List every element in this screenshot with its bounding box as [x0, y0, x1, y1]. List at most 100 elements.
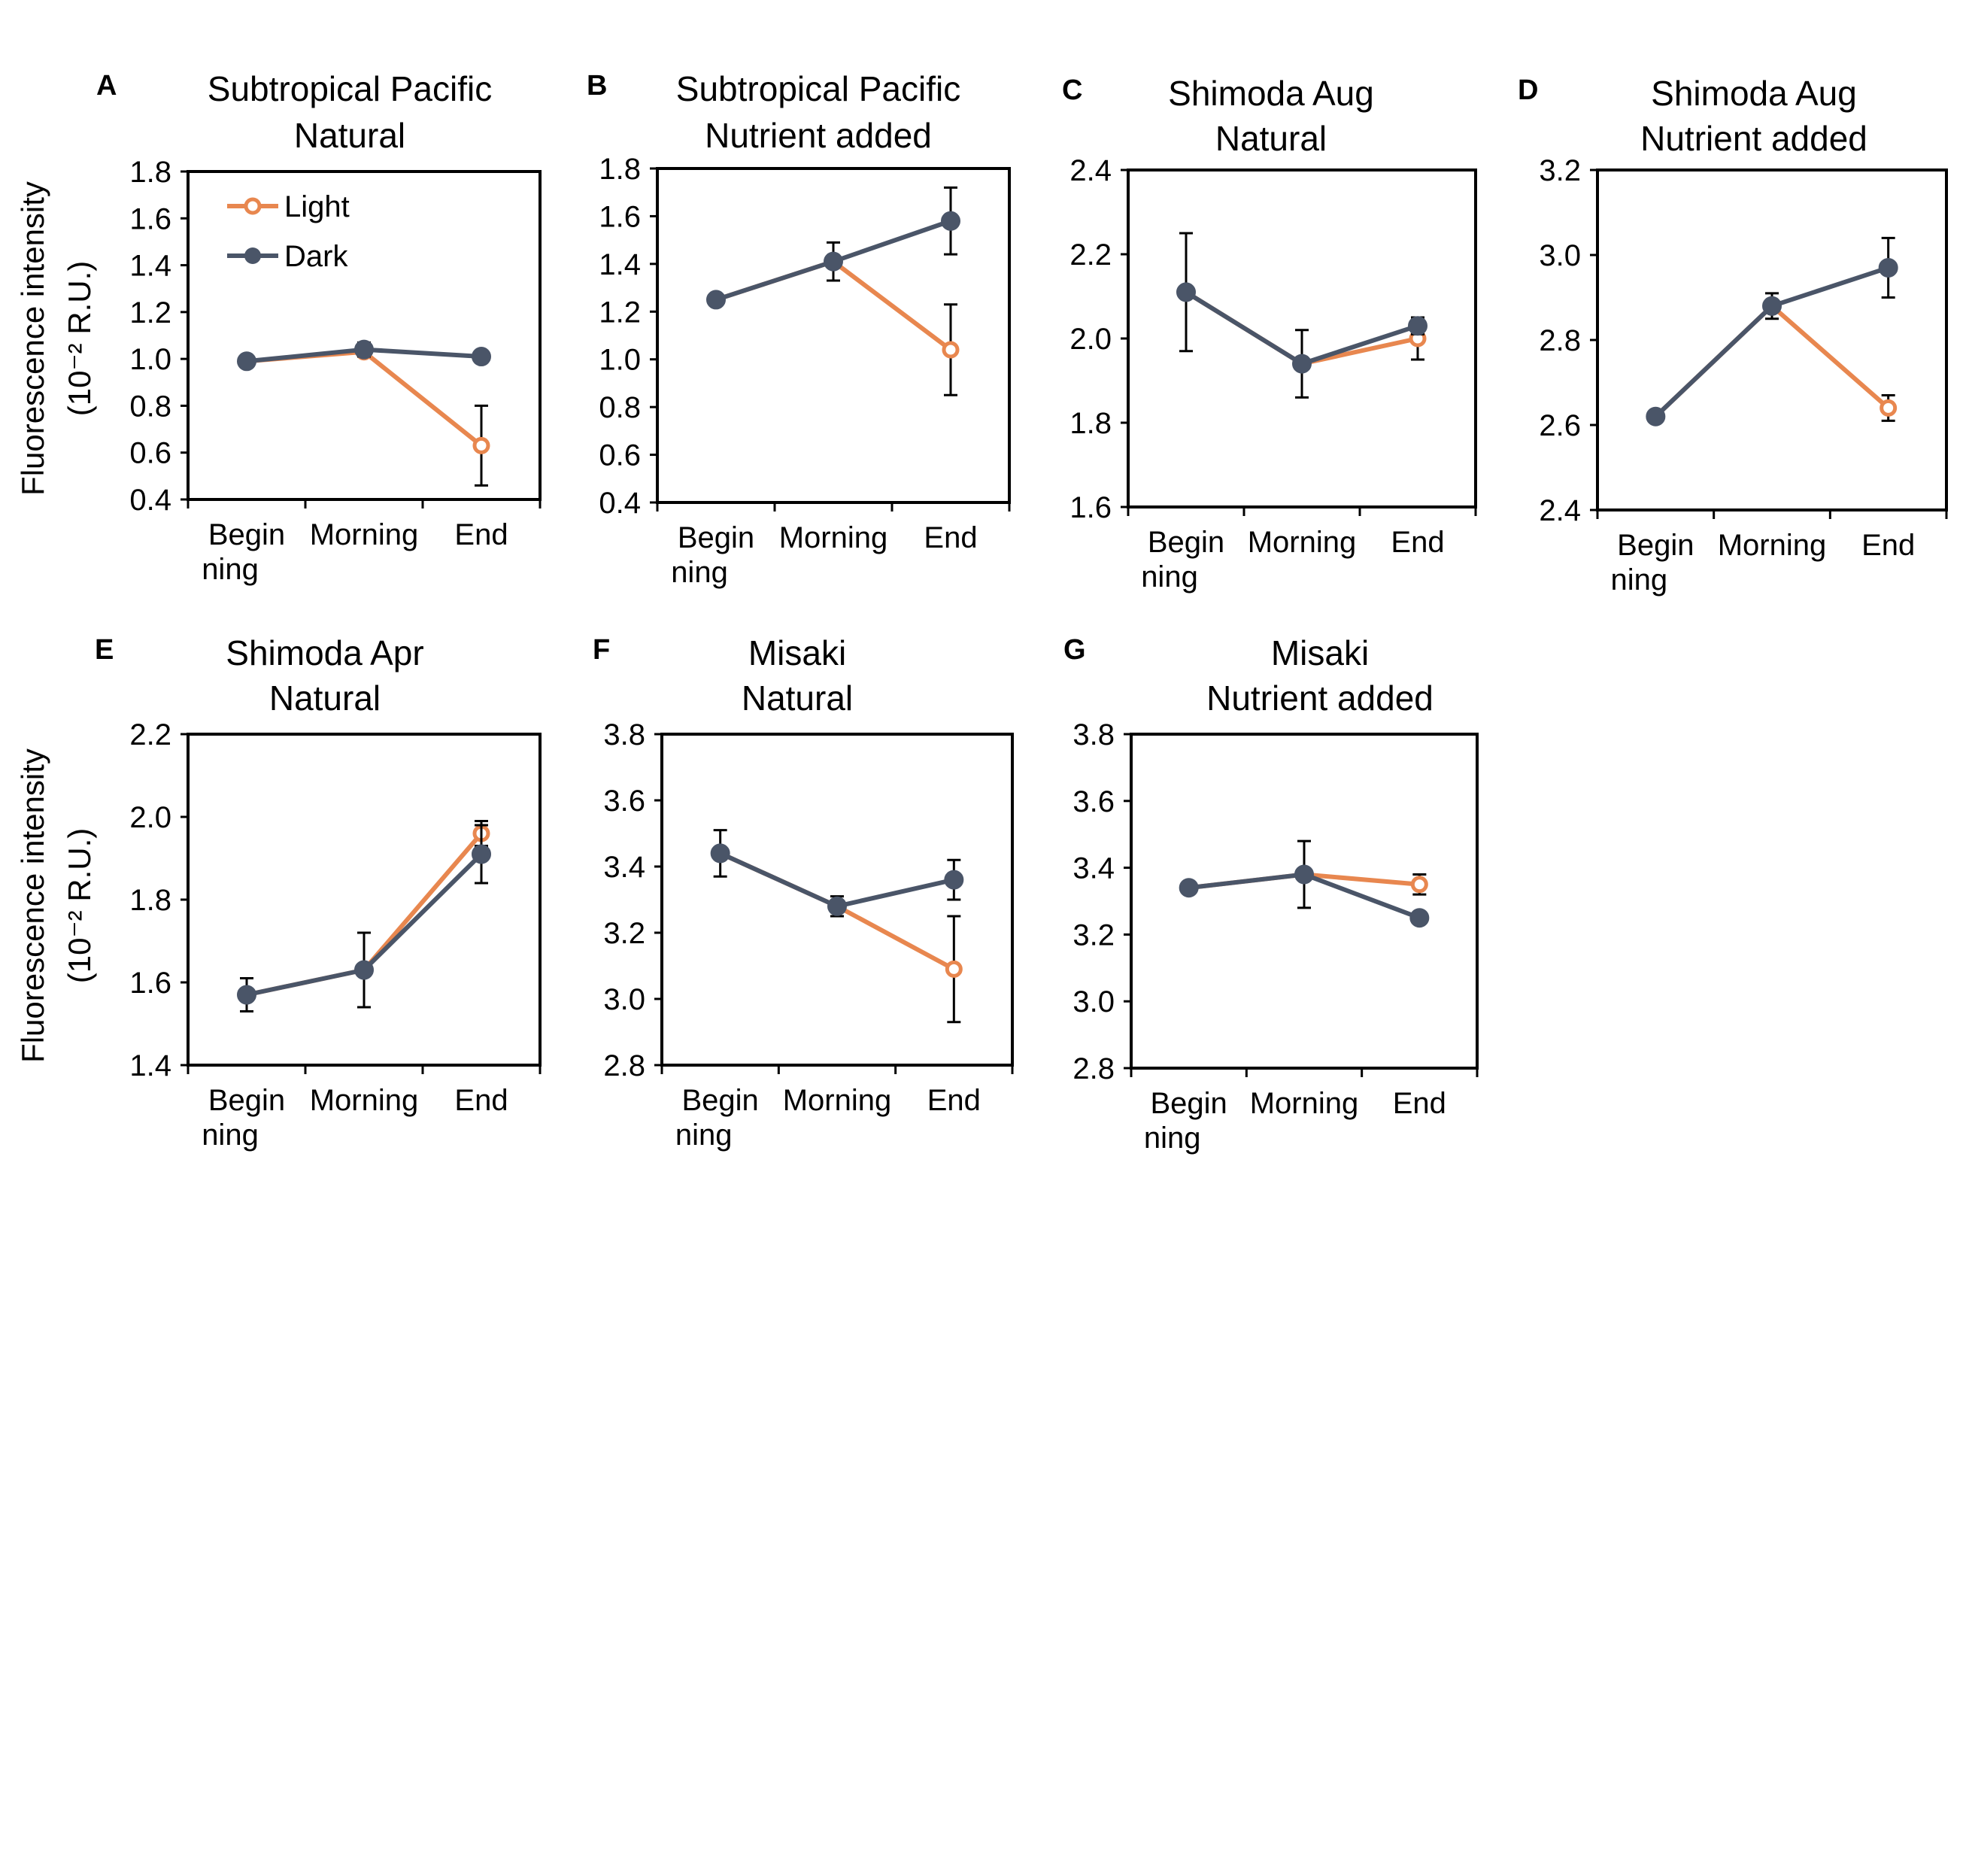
- data-point-dark: [1294, 864, 1314, 885]
- data-point-dark: [944, 870, 964, 890]
- x-tick-label: End: [1393, 1087, 1446, 1120]
- data-point-dark: [1179, 878, 1199, 898]
- data-point-dark: [354, 339, 374, 360]
- data-point-dark: [237, 985, 256, 1005]
- panel-title-line-2: Natural: [1215, 119, 1327, 158]
- y-tick-label: 3.0: [1539, 239, 1581, 272]
- x-tick-label: End: [927, 1084, 981, 1117]
- panel-title-line-1: Shimoda Aug: [1168, 74, 1374, 113]
- x-tick-label: End: [1861, 529, 1915, 562]
- legend-marker-dark: [244, 247, 261, 264]
- data-point-dark: [827, 896, 847, 916]
- y-tick-label: 1.0: [129, 343, 171, 376]
- y-tick-label: 1.6: [1069, 491, 1112, 524]
- data-point-light: [472, 436, 490, 454]
- x-tick-label: ning: [1144, 1122, 1201, 1155]
- panel-letter: B: [587, 70, 607, 102]
- data-point-dark: [1762, 296, 1782, 316]
- y-tick-label: 0.6: [599, 439, 641, 472]
- y-tick-label: 1.4: [129, 250, 171, 283]
- y-tick-label: 1.0: [599, 344, 641, 377]
- x-tick-label: Morning: [1250, 1087, 1359, 1120]
- panel-title-line-1: Shimoda Aug: [1651, 74, 1857, 113]
- x-tick-label: End: [454, 1084, 508, 1117]
- y-tick-label: 2.0: [1069, 323, 1112, 356]
- panels: A Subtropical Pacific Natural 0.4 0.6 0.8 1.0 1…: [95, 69, 1948, 1155]
- y-tick-label: 3.2: [1073, 918, 1115, 952]
- data-point-dark: [1408, 316, 1427, 336]
- panel-b: B Subtropical Pacific Nutrient added 0.4 0.6…: [587, 69, 1011, 589]
- y-tick-label: 3.4: [603, 851, 645, 884]
- y-tick-label: 1.4: [129, 1049, 171, 1082]
- panel-letter: F: [593, 634, 610, 666]
- data-point-dark: [941, 211, 960, 231]
- data-point-light: [945, 960, 963, 978]
- data-point-dark: [1878, 257, 1898, 278]
- panel-c: C Shimoda Aug Natural 1.6 1.8 2.0 2.2 2.4 Beginn…: [1062, 74, 1477, 593]
- y-tick-label: 3.6: [603, 785, 645, 818]
- y-tick-label: 1.2: [129, 296, 171, 329]
- panel-title-line-2: Nutrient added: [1206, 678, 1434, 718]
- y-tick-label: 3.6: [1073, 785, 1115, 818]
- y-tick-label: 1.6: [599, 200, 641, 233]
- x-tick-label: ning: [202, 1119, 259, 1152]
- y-tick-label: 1.2: [599, 296, 641, 329]
- panel-title-line-1: Misaki: [1271, 633, 1369, 672]
- data-point-light: [1410, 876, 1428, 894]
- plot-frame: [187, 170, 542, 501]
- panel-letter: D: [1518, 74, 1538, 106]
- panel-e: E Shimoda Apr Natural 1.4 1.6 1.8 2.0 2.2 Beginn…: [95, 633, 542, 1152]
- panel-title-line-1: Misaki: [748, 633, 846, 672]
- panel-letter: A: [96, 70, 117, 102]
- data-point-light: [1880, 399, 1898, 417]
- panel-d: D Shimoda Aug Nutrient added 2.4 2.6 2.8 3.0 3.…: [1518, 74, 1948, 596]
- x-tick-label: Morning: [310, 518, 419, 551]
- y-tick-label: 2.6: [1539, 409, 1581, 442]
- x-tick-label: End: [924, 521, 977, 554]
- y-tick-label: 3.8: [1073, 718, 1115, 751]
- x-tick-label: Morning: [1248, 526, 1357, 559]
- x-tick-label: Begin: [1151, 1087, 1227, 1120]
- data-point-dark: [706, 290, 726, 310]
- y-tick-label: 3.2: [1539, 154, 1581, 187]
- y-tick-label: 1.8: [599, 153, 641, 186]
- y-tick-label: 3.2: [603, 917, 645, 950]
- data-point-dark: [710, 843, 730, 864]
- y-tick-label: 0.4: [129, 484, 171, 517]
- y-tick-label: 2.4: [1539, 494, 1581, 527]
- legend-label: Light: [284, 190, 350, 223]
- x-tick-label: Begin: [208, 1084, 285, 1117]
- x-tick-label: ning: [202, 553, 259, 586]
- y-tick-label: 2.0: [129, 801, 171, 834]
- panel-title-line-2: Natural: [269, 678, 381, 718]
- y-tick-label: 2.2: [1069, 238, 1112, 272]
- y-tick-label: 1.6: [129, 967, 171, 1000]
- y-tick-label: 1.4: [599, 248, 641, 281]
- y-tick-label: 3.4: [1073, 852, 1115, 885]
- data-point-light: [942, 341, 960, 359]
- plot-frame: [660, 733, 1014, 1067]
- data-point-dark: [1646, 406, 1666, 427]
- x-tick-label: Morning: [779, 521, 888, 554]
- y-axis-unit: (10⁻² R.U.): [62, 828, 97, 984]
- x-tick-label: Morning: [783, 1084, 892, 1117]
- panel-title-line-2: Nutrient added: [1640, 119, 1867, 158]
- legend-marker-light: [244, 197, 262, 215]
- data-point-dark: [472, 347, 491, 367]
- y-axis-label: Fluorescence intensity: [15, 748, 50, 1063]
- y-axis-title-row-2: Fluorescence intensity (10⁻² R.U.): [15, 748, 97, 1063]
- data-point-dark: [824, 251, 843, 272]
- y-tick-label: 0.4: [599, 487, 641, 520]
- panel-title-line-2: Natural: [742, 678, 853, 718]
- x-tick-label: Begin: [1617, 529, 1694, 562]
- y-tick-label: 2.8: [1539, 324, 1581, 357]
- data-point-dark: [1292, 354, 1312, 374]
- panel-title-line-2: Nutrient added: [705, 116, 932, 155]
- y-tick-label: 2.4: [1069, 154, 1112, 187]
- y-tick-label: 2.2: [129, 718, 171, 751]
- panel-f: F Misaki Natural 2.8 3.0 3.2 3.4 3.6 3.8 Beginnin…: [593, 633, 1014, 1152]
- data-point-dark: [237, 351, 256, 372]
- y-tick-label: 0.8: [129, 390, 171, 423]
- y-tick-label: 1.8: [129, 884, 171, 917]
- panel-title-line-1: Subtropical Pacific: [208, 69, 492, 108]
